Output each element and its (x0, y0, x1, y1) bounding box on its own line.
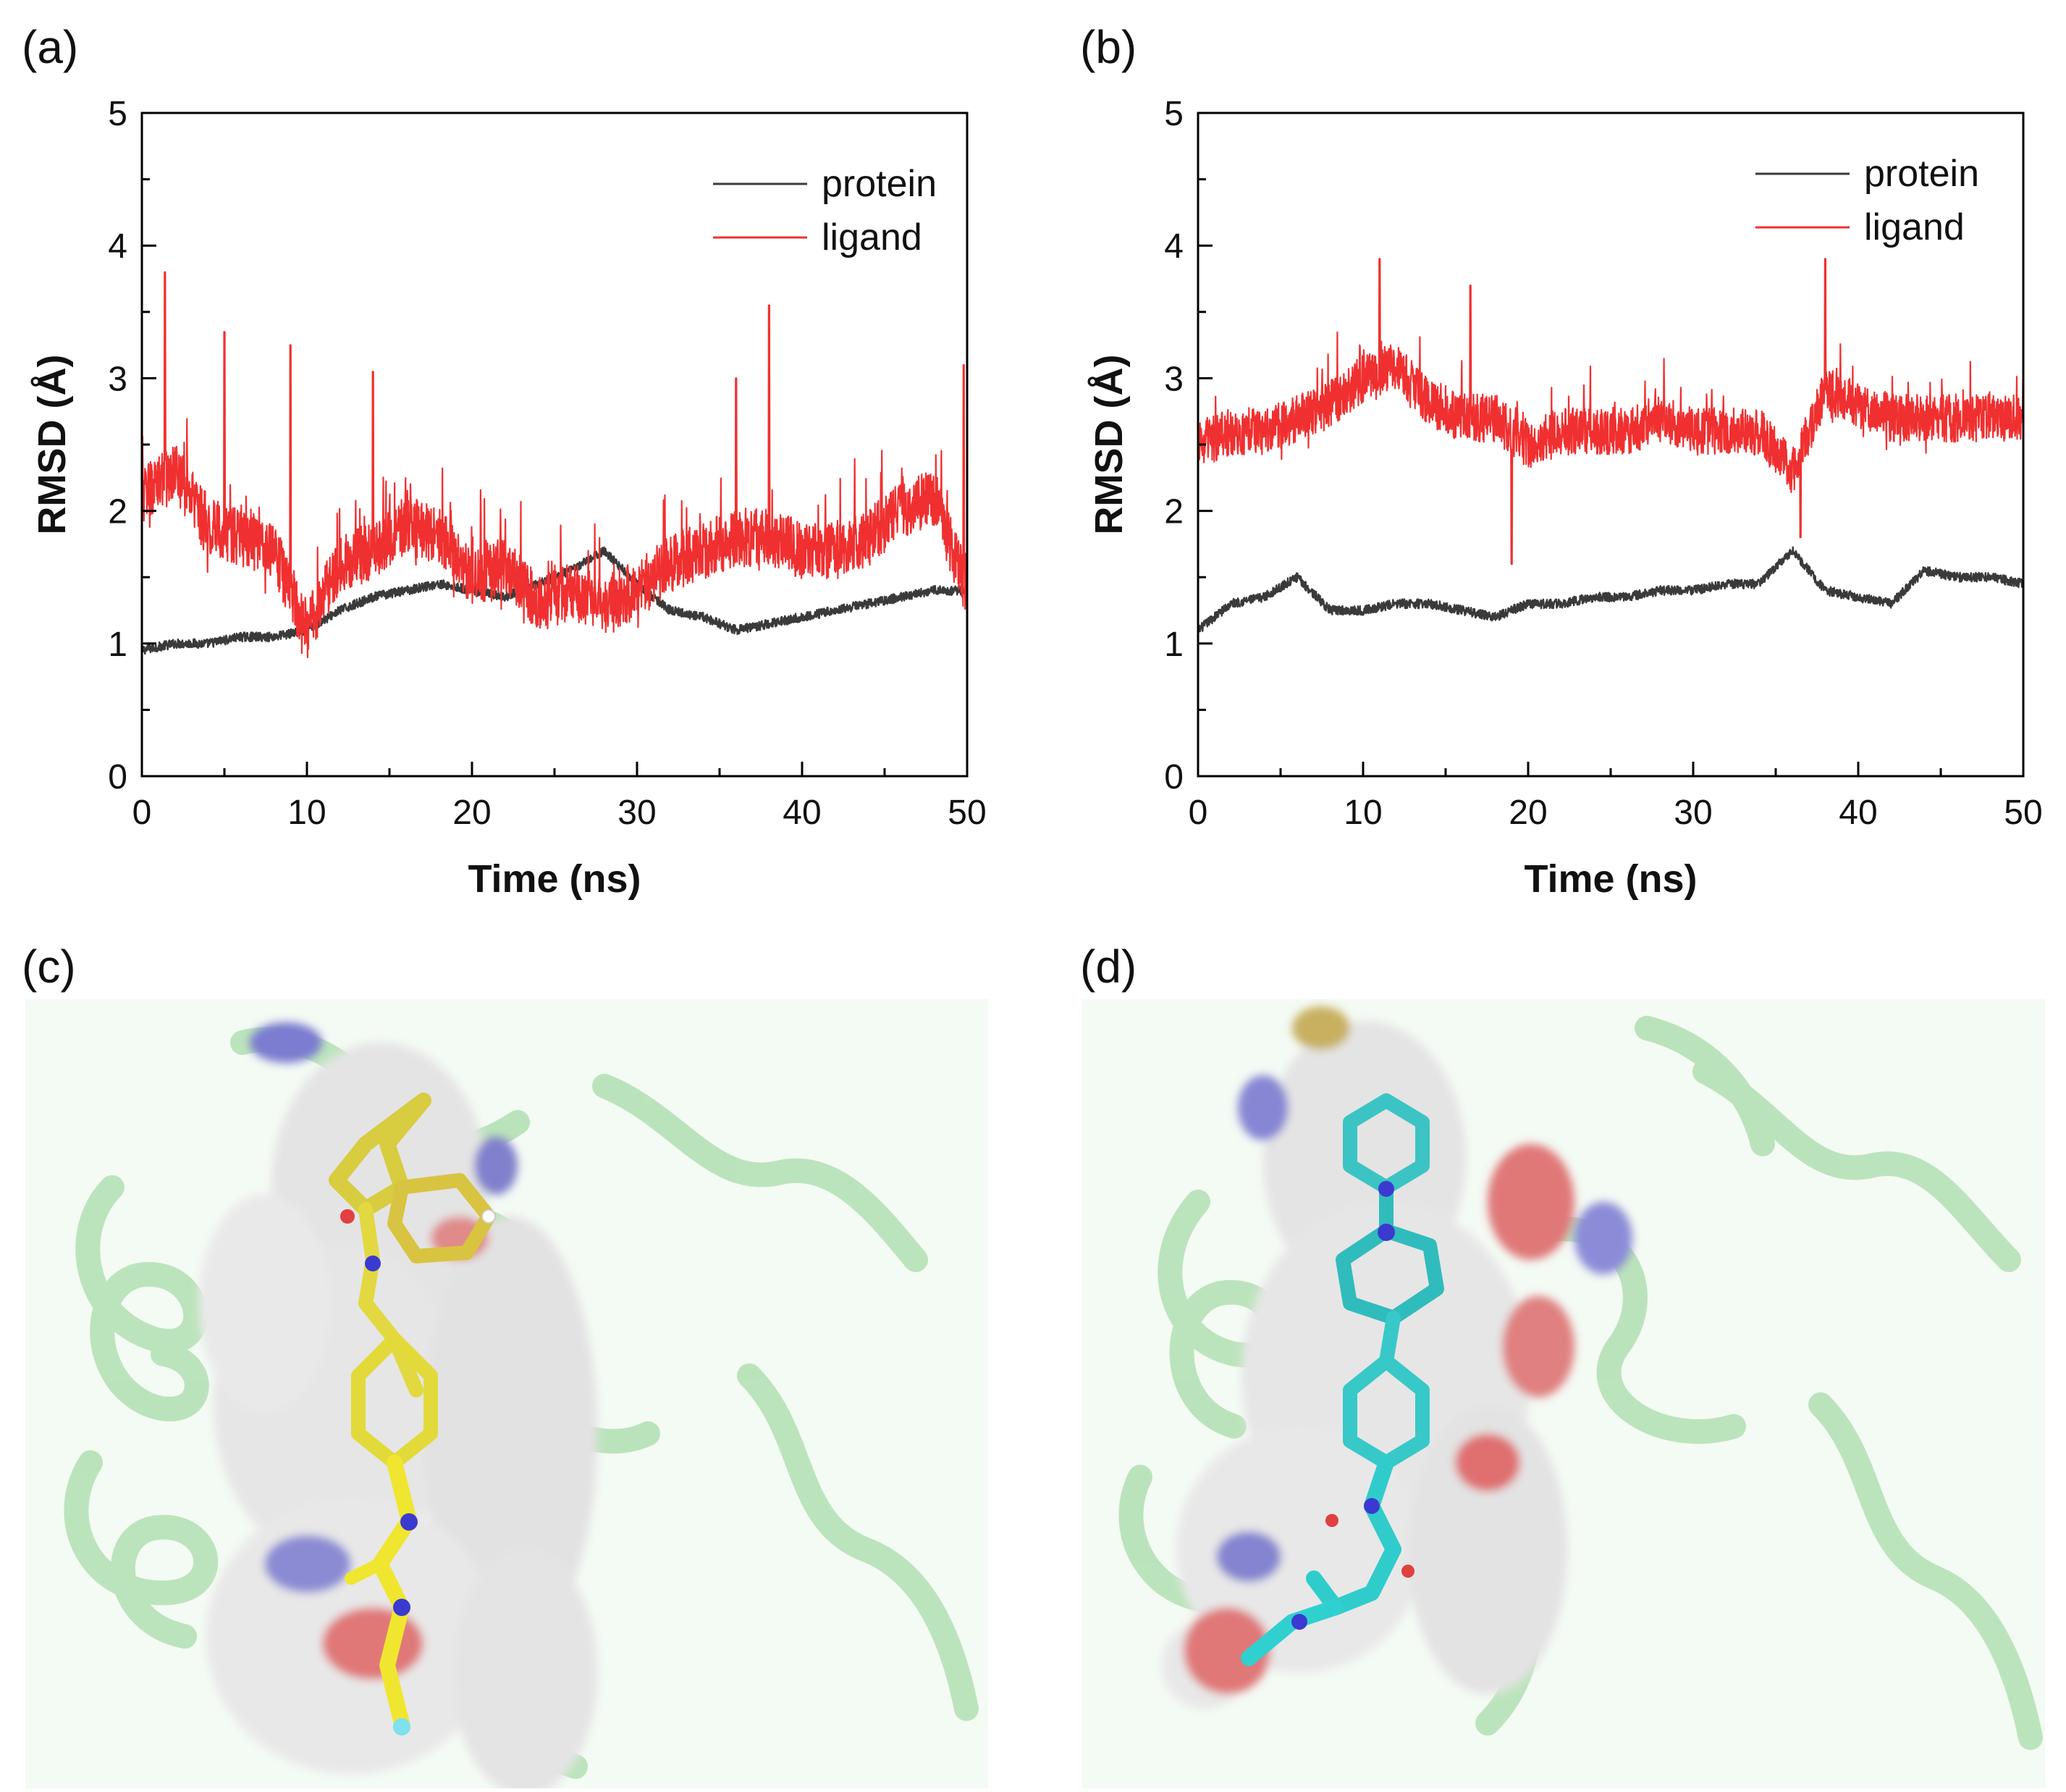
y-tick-label: 3 (108, 360, 127, 398)
y-tick-label: 0 (108, 758, 127, 796)
x-tick-label: 20 (1509, 794, 1547, 832)
y-tick-label: 1 (108, 626, 127, 664)
x-axis-label: Time (ns) (1524, 857, 1697, 901)
y-tick-label: 5 (108, 95, 127, 133)
ligand-sticks-c (329, 1093, 496, 1736)
x-tick-label: 30 (1674, 794, 1712, 832)
y-tick-label: 4 (1164, 227, 1184, 266)
y-tick-label: 2 (108, 493, 127, 531)
x-tick-label: 50 (948, 794, 986, 832)
plot-area (1198, 258, 2023, 633)
plot-frame (140, 112, 969, 778)
legend-label-ligand: ligand (1864, 206, 1965, 248)
x-tick-label: 30 (617, 794, 656, 832)
y-tick-label: 0 (1164, 758, 1184, 796)
x-tick-label: 10 (287, 794, 326, 832)
y-tick-label: 4 (108, 227, 127, 266)
y-axis-label: RMSD (Å) (30, 355, 74, 535)
y-axis-label: RMSD (Å) (1087, 355, 1131, 535)
series-line-ligand (1198, 258, 2023, 565)
y-tick-label: 5 (1164, 95, 1184, 133)
binding-pocket-image-c (25, 999, 988, 1788)
legend-label-protein: protein (822, 163, 937, 205)
y-tick-label: 2 (1164, 493, 1184, 531)
x-tick-label: 40 (1839, 794, 1877, 832)
series-line-ligand (142, 271, 967, 659)
ligand-sticks-d (1241, 1093, 1444, 1666)
y-tick-label: 3 (1164, 360, 1184, 398)
rmsd-chart-b: 0 10 20 30 40 50 0 1 2 3 4 5 Time (ns) RMSD (Å) protei… (1087, 95, 2043, 901)
plot-area (142, 271, 967, 659)
panel-label-a: (a) (22, 21, 79, 73)
x-tick-label: 40 (783, 794, 821, 832)
legend: protein ligand (1755, 153, 1979, 248)
legend-label-protein: protein (1864, 153, 1979, 195)
x-tick-label: 20 (452, 794, 491, 832)
panel-label-d: (d) (1080, 941, 1137, 993)
legend-label-ligand: ligand (822, 216, 922, 258)
x-axis-label: Time (ns) (468, 857, 641, 901)
panel-label-c: (c) (22, 941, 76, 993)
legend: protein ligand (713, 163, 937, 258)
x-tick-label: 10 (1344, 794, 1382, 832)
panel-label-b: (b) (1080, 21, 1137, 73)
binding-pocket-image-d (1082, 999, 2045, 1788)
rmsd-chart-a: 0 10 20 30 40 50 0 1 2 3 4 5 Time (ns) RMSD (Å) protei… (30, 95, 987, 901)
pocket-surface-d (1162, 1006, 1632, 1709)
x-tick-label: 0 (1189, 794, 1208, 832)
x-tick-label: 0 (132, 794, 152, 832)
y-tick-label: 1 (1164, 626, 1184, 664)
series-line-protein (1198, 546, 2023, 633)
pocket-surface-c (199, 1022, 597, 1788)
x-tick-label: 50 (2004, 794, 2042, 832)
